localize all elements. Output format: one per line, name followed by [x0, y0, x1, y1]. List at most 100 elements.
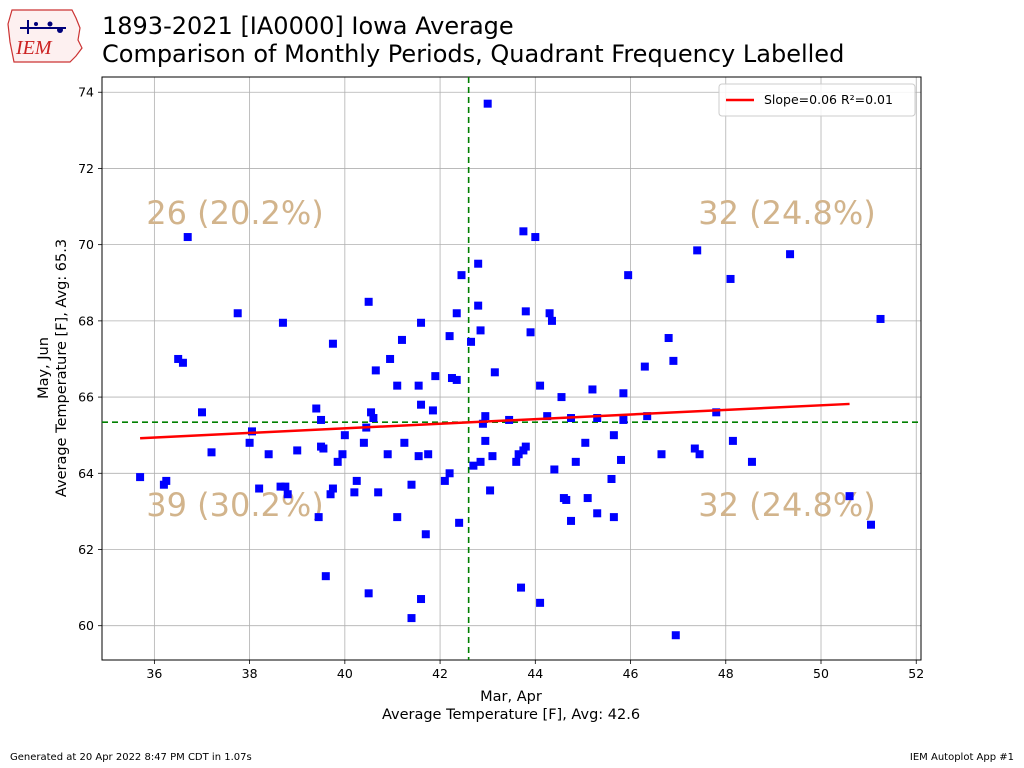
data-point [407, 480, 416, 489]
data-point [690, 444, 699, 453]
data-point [478, 419, 487, 428]
data-point [567, 516, 576, 525]
data-point [593, 509, 602, 518]
data-point [619, 389, 628, 398]
x-tick-label: 38 [242, 666, 258, 681]
data-point [486, 486, 495, 495]
data-point [476, 326, 485, 335]
data-point [469, 461, 478, 470]
data-point [293, 446, 302, 455]
data-point [547, 316, 556, 325]
data-point [607, 475, 616, 484]
fit-line-layer [140, 402, 850, 440]
y-tick-label: 74 [78, 85, 94, 100]
data-point [264, 450, 273, 459]
x-tick-label: 46 [623, 666, 639, 681]
data-point [474, 301, 483, 310]
data-point [490, 368, 499, 377]
data-point [328, 484, 337, 493]
logo-text: IEM [15, 37, 53, 59]
plot-frame [101, 76, 922, 661]
data-point [136, 473, 145, 482]
data-point [338, 450, 347, 459]
data-point [383, 450, 392, 459]
data-point [728, 436, 737, 445]
y-axis-label-line1: May, Jun [36, 337, 52, 399]
data-point [545, 309, 554, 318]
data-point [786, 250, 795, 259]
data-point [543, 412, 552, 421]
data-point [536, 381, 545, 390]
data-point [583, 494, 592, 503]
x-tick-label: 44 [527, 666, 543, 681]
data-point [693, 246, 702, 255]
data-point [333, 457, 342, 466]
data-point [712, 408, 721, 417]
data-point [845, 492, 854, 501]
data-point [278, 318, 287, 327]
data-point [440, 476, 449, 485]
chart-title: 1893-2021 [IA0000] Iowa Average [102, 12, 514, 40]
data-point [328, 339, 337, 348]
y-axis-label-line2: Average Temperature [F], Avg: 65.3 [54, 239, 70, 497]
data-point [657, 450, 666, 459]
data-point [350, 488, 359, 497]
data-point [367, 408, 376, 417]
y-tick-label: 70 [78, 237, 94, 252]
x-tick-label: 42 [432, 666, 448, 681]
x-tick-label: 36 [146, 666, 162, 681]
footer-app-text: IEM Autoplot App #1 [909, 752, 1014, 763]
data-point [481, 436, 490, 445]
data-point [671, 631, 680, 640]
data-point [488, 452, 497, 461]
data-point [178, 358, 187, 367]
quadrant-label-bottom-left: 39 (30.2%) [146, 486, 324, 524]
chart-subtitle: Comparison of Monthly Periods, Quadrant … [102, 40, 845, 68]
data-point [414, 381, 423, 390]
data-point [417, 400, 426, 409]
data-point [283, 490, 292, 499]
data-point [183, 233, 192, 242]
data-point [640, 362, 649, 371]
footer-generated-text: Generated at 20 Apr 2022 8:47 PM CDT in … [10, 752, 252, 763]
data-point [317, 415, 326, 424]
data-point [521, 442, 530, 451]
data-point [245, 438, 254, 447]
x-tick-label: 48 [718, 666, 734, 681]
data-point [281, 482, 290, 491]
data-point [550, 465, 559, 474]
data-point [400, 438, 409, 447]
data-point [452, 309, 461, 318]
quadrant-labels: 26 (20.2%) 32 (24.8%) 39 (30.2%) 32 (24.… [146, 194, 876, 524]
data-point [512, 457, 521, 466]
data-point [726, 274, 735, 283]
data-point [233, 309, 242, 318]
y-tick-label: 68 [78, 313, 94, 328]
data-point [455, 518, 464, 527]
data-point [417, 318, 426, 327]
tick-labels: 36 38 40 42 44 46 48 50 52 60 62 64 66 68 70 72 74 [78, 85, 924, 681]
data-point [369, 414, 378, 423]
data-point [386, 354, 395, 363]
data-point [359, 438, 368, 447]
data-point [326, 490, 335, 499]
data-point [371, 366, 380, 375]
y-tick-label: 62 [78, 542, 94, 557]
data-point [421, 530, 430, 539]
data-point [624, 271, 633, 280]
mean-lines [102, 77, 921, 660]
y-tick-label: 72 [78, 161, 94, 176]
data-point [521, 307, 530, 316]
data-point [321, 572, 330, 581]
data-point [374, 488, 383, 497]
data-point [593, 414, 602, 423]
data-point [417, 595, 426, 604]
data-point [519, 227, 528, 236]
legend-label: Slope=0.06 R²=0.01 [764, 92, 893, 107]
data-point [747, 457, 756, 466]
data-point [445, 469, 454, 478]
data-point [476, 457, 485, 466]
data-point [617, 455, 626, 464]
iem-logo: IEM [7, 9, 83, 63]
data-point [319, 444, 328, 453]
